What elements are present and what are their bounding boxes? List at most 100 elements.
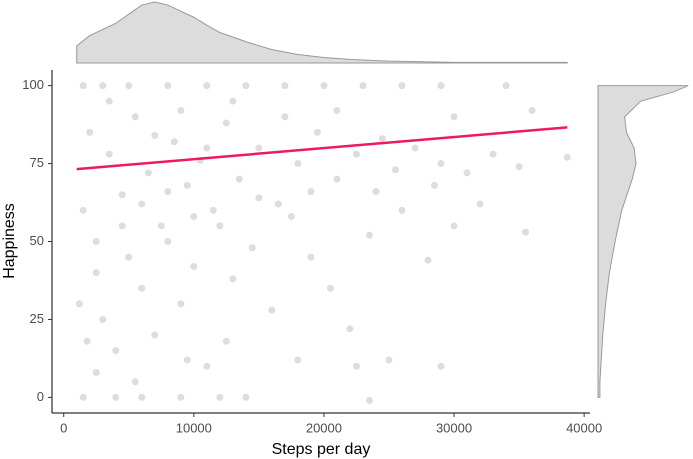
scatter-point [248, 244, 256, 252]
scatter-point [463, 169, 471, 177]
scatter-point [502, 82, 510, 90]
scatter-point [99, 82, 107, 90]
scatter-point [216, 393, 224, 401]
scatter-point [190, 213, 198, 221]
y-tick-label: 0 [37, 389, 44, 404]
scatter-point [281, 113, 289, 121]
scatter-point [183, 356, 191, 364]
scatter-point [79, 206, 87, 214]
y-tick-label: 25 [30, 311, 44, 326]
scatter-point [255, 144, 263, 152]
scatter-point [515, 163, 523, 171]
scatter-point [118, 191, 126, 199]
scatter-point [229, 275, 237, 283]
scatter-point [242, 82, 250, 90]
scatter-point [313, 128, 321, 136]
x-tick-label: 30000 [436, 420, 472, 435]
scatter-point [125, 253, 133, 261]
scatter-point [294, 160, 302, 168]
scatter-point [92, 269, 100, 277]
scatter-point [222, 119, 230, 127]
scatter-point [112, 393, 120, 401]
scatter-point [177, 300, 185, 308]
scatter-point [365, 231, 373, 239]
scatter-point [563, 153, 571, 161]
y-tick-label: 100 [22, 77, 44, 92]
scatter-point [105, 150, 113, 158]
trend-line [76, 126, 568, 171]
scatter-point [203, 362, 211, 370]
scatter-point [307, 253, 315, 261]
scatter-point [209, 206, 217, 214]
x-tick-label: 0 [60, 420, 67, 435]
scatter-point [424, 256, 432, 264]
scatter-point [216, 222, 224, 230]
scatter-point [346, 325, 354, 333]
scatter-point [333, 107, 341, 115]
scatter-point [151, 131, 159, 139]
scatter-point [203, 82, 211, 90]
scatter-point [138, 393, 146, 401]
scatter-point [75, 300, 83, 308]
scatter-point [528, 107, 536, 115]
x-tick-label: 20000 [306, 420, 342, 435]
scatter-point [177, 107, 185, 115]
scatter-point [294, 356, 302, 364]
marginal-y-density [597, 85, 689, 398]
scatter-point [274, 200, 282, 208]
scatter-point [164, 188, 172, 196]
scatter-point [437, 160, 445, 168]
scatter-point [144, 169, 152, 177]
scatter-point [242, 393, 250, 401]
scatter-point [138, 200, 146, 208]
scatter-point [157, 222, 165, 230]
scatter-point [118, 222, 126, 230]
scatter-point [287, 213, 295, 221]
scatter-point [112, 347, 120, 355]
scatter-point [177, 393, 185, 401]
scatter-point [365, 397, 373, 405]
scatter-point [105, 97, 113, 105]
y-tick-label: 75 [30, 155, 44, 170]
scatter-point [83, 337, 91, 345]
scatter-point [378, 135, 386, 143]
scatter-point [229, 97, 237, 105]
scatter-point [79, 393, 87, 401]
marginal-x-density [76, 1, 568, 64]
scatter-point [86, 128, 94, 136]
scatter-point [450, 222, 458, 230]
y-axis-title: Happiness [1, 203, 18, 279]
x-axis-title: Steps per day [272, 441, 371, 458]
scatter-point [170, 138, 178, 146]
scatter-point [450, 113, 458, 121]
scatter-point [255, 194, 263, 202]
scatter-point [391, 166, 399, 174]
scatter-point [268, 306, 276, 314]
scatter-point [222, 337, 230, 345]
scatter-point [203, 144, 211, 152]
scatter-point [476, 200, 484, 208]
scatter-point [164, 238, 172, 245]
x-tick-label: 10000 [176, 420, 212, 435]
scatter-point [372, 188, 380, 196]
scatter-point [183, 181, 191, 189]
scatter-point [385, 356, 393, 364]
scatter-point [307, 188, 315, 196]
scatter-point [431, 181, 439, 189]
scatter-point [437, 82, 445, 90]
scatter-point [79, 82, 87, 90]
scatter-point [125, 82, 133, 90]
x-tick-label: 40000 [566, 420, 602, 435]
scatter-point [151, 331, 159, 339]
scatter-point [333, 175, 341, 183]
scatter-point [352, 362, 360, 370]
scatter-point [411, 144, 419, 152]
scatter-point [398, 206, 406, 214]
scatter-point [522, 228, 530, 236]
y-tick-label: 50 [30, 233, 44, 248]
scatter-point [359, 82, 367, 90]
scatter-point [164, 82, 172, 90]
scatter-point [398, 82, 406, 90]
scatter-point [190, 262, 198, 270]
